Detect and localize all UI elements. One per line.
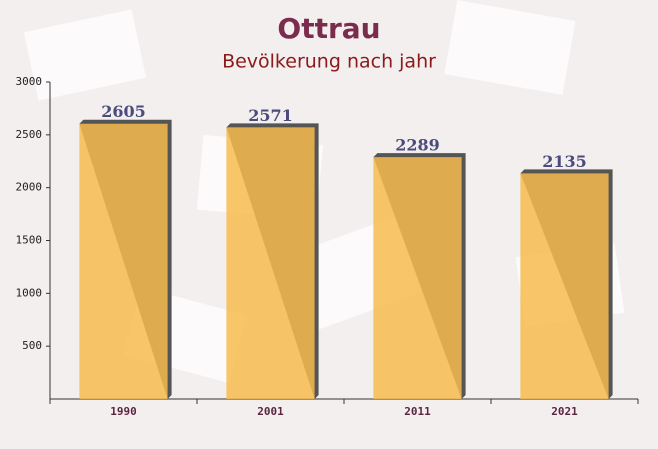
x-tick-label: 1990 bbox=[110, 405, 137, 418]
bar bbox=[226, 127, 315, 400]
value-label: 2289 bbox=[395, 136, 440, 155]
y-tick-label: 3000 bbox=[16, 75, 43, 88]
x-tick-label: 2001 bbox=[257, 405, 284, 418]
value-label: 2571 bbox=[248, 106, 293, 125]
chart-subtitle: Bevölkerung nach jahr bbox=[222, 51, 436, 73]
x-tick-label: 2021 bbox=[551, 405, 578, 418]
y-tick-label: 2000 bbox=[16, 181, 43, 194]
y-tick-label: 1000 bbox=[16, 286, 43, 299]
value-label: 2605 bbox=[101, 102, 146, 121]
x-tick-label: 2011 bbox=[404, 405, 431, 418]
y-tick-label: 2500 bbox=[16, 128, 43, 141]
bar bbox=[79, 123, 168, 399]
y-tick-label: 1500 bbox=[16, 234, 43, 247]
chart-title: Ottrau bbox=[277, 12, 380, 45]
y-tick-label: 500 bbox=[22, 339, 42, 352]
bar bbox=[520, 173, 609, 399]
value-label: 2135 bbox=[542, 152, 587, 171]
bar bbox=[373, 157, 462, 399]
